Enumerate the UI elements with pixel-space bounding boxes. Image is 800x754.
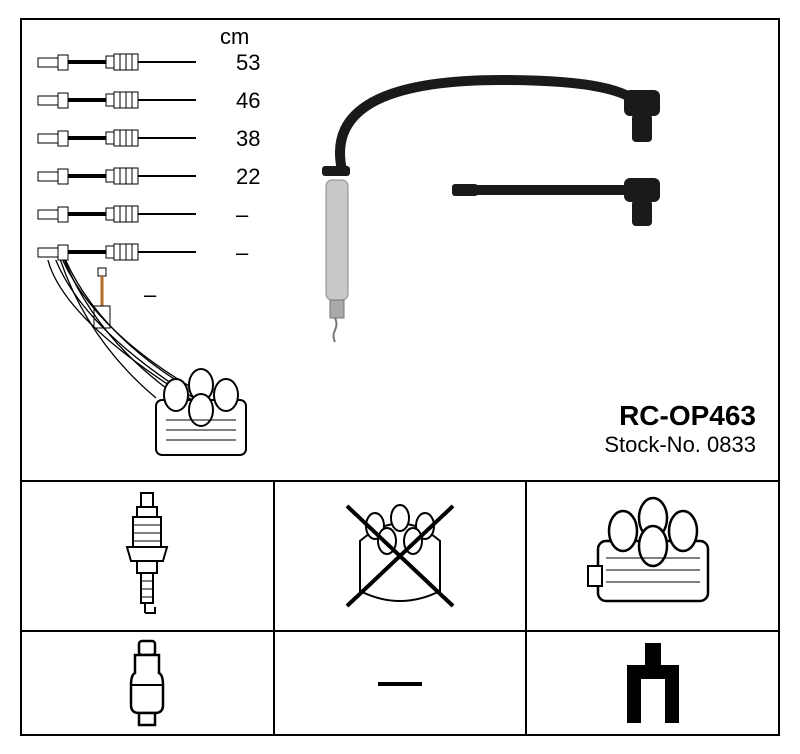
distributor-cap-crossed-icon xyxy=(335,496,465,616)
coil-pack-cell xyxy=(525,480,778,630)
product-photo-icon xyxy=(302,70,722,410)
cable-row: 38 xyxy=(36,126,196,151)
product-card: cm 53 46 xyxy=(20,18,780,736)
cable-schematic-icon xyxy=(36,88,196,113)
spark-plug-icon xyxy=(117,491,177,621)
cable-row: 46 xyxy=(36,88,196,113)
cable-schematic-icon xyxy=(36,126,196,151)
cable-row: 22 xyxy=(36,164,196,189)
main-diagram-area: cm 53 46 xyxy=(22,20,778,480)
icon-row-2 xyxy=(22,630,778,736)
cable-schematic-icon xyxy=(36,202,196,227)
dash-icon xyxy=(378,682,422,686)
connector-boot-icon xyxy=(117,639,177,729)
routing-diagram-icon: – xyxy=(36,260,286,490)
part-label-block: RC-OP463 Stock-No. 0833 xyxy=(604,400,756,458)
terminal-clip-icon xyxy=(613,639,693,729)
cable-row: 53 xyxy=(36,50,196,75)
part-code-text: RC-OP463 xyxy=(604,400,756,432)
cable-length-value: 53 xyxy=(236,50,260,76)
cable-length-value: 22 xyxy=(236,164,260,190)
spark-plug-cell xyxy=(22,480,273,630)
stock-no-text: Stock-No. 0833 xyxy=(604,432,756,458)
cable-schematic-icon xyxy=(36,50,196,75)
stock-label: Stock-No. xyxy=(604,432,701,457)
cable-length-value: 46 xyxy=(236,88,260,114)
coil-pack-icon xyxy=(578,496,728,616)
terminal-clip-cell xyxy=(525,630,778,736)
cable-schematic-icon xyxy=(36,164,196,189)
cable-length-value: 38 xyxy=(236,126,260,152)
unit-header: cm xyxy=(220,24,249,50)
cable-row: – xyxy=(36,202,196,227)
stock-value: 0833 xyxy=(707,432,756,457)
svg-text:–: – xyxy=(144,282,157,307)
cable-length-value: – xyxy=(236,202,248,228)
icon-row-1 xyxy=(22,480,778,630)
empty-dash-cell xyxy=(273,630,526,736)
distributor-cap-crossed-cell xyxy=(273,480,526,630)
connector-boot-cell xyxy=(22,630,273,736)
